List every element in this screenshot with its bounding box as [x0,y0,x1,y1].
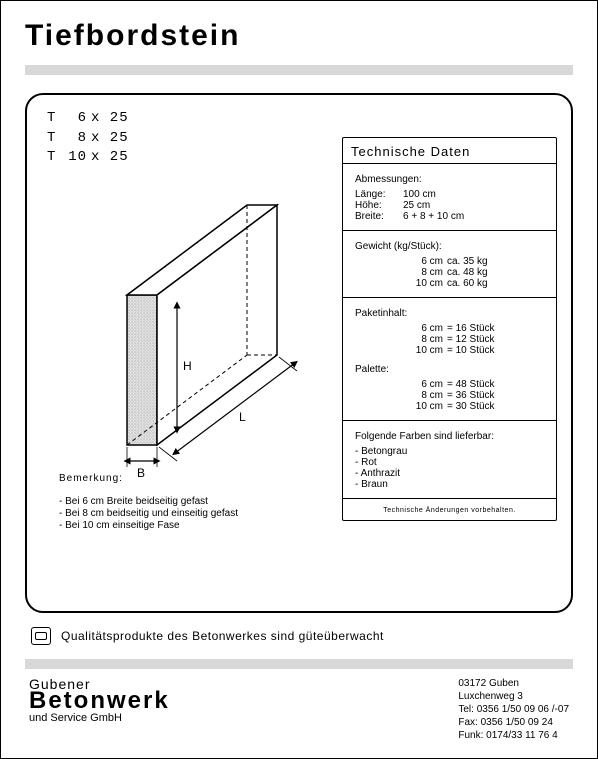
section-head: Abmessungen: [355,174,546,185]
size-prefix: T [47,109,67,129]
remark-title: Bemerkung: [59,473,359,484]
section-head: Palette: [355,364,546,375]
kv-val: = 16 Stück [447,323,495,334]
company-block: Gubener Betonwerk und Service GmbH [29,677,170,742]
kv-val: 100 cm [403,189,436,200]
kv-row: 8 cm= 12 Stück [355,334,546,345]
color-name: Braun [361,479,388,490]
section-head: Paketinhalt: [355,308,546,319]
size-rest: x 25 [87,109,129,129]
remark-block: Bemerkung: - Bei 6 cm Breite beidseitig … [59,473,359,531]
kv-key: 8 cm [403,334,447,345]
color-item: - Anthrazit [355,468,546,479]
kv-key: 6 cm [403,323,447,334]
kv-key: 8 cm [403,267,447,278]
divider-top [25,65,573,75]
kv-key: 10 cm [403,401,447,412]
kv-val: = 48 Stück [447,379,495,390]
section-head: Gewicht (kg/Stück): [355,241,546,252]
size-prefix: T [47,129,67,149]
dim-l-label: L [239,410,246,424]
remark-line: - Bei 8 cm beidseitig und einseitig gefa… [59,508,359,519]
datasheet-page: Tiefbordstein T 6 x 25 T 8 x 25 T 10 x 2… [0,0,598,759]
kv-val: 6 + 8 + 10 cm [403,211,464,222]
product-diagram: B H L [47,165,347,485]
kv-row: Breite:6 + 8 + 10 cm [355,211,546,222]
tech-colors: Folgende Farben sind lieferbar: - Betong… [343,421,556,499]
kv-key: Breite: [355,211,403,222]
color-name: Betongrau [361,446,407,457]
addr-line: Luxchenweg 3 [458,690,569,703]
kv-row: 10 cmca. 60 kg [355,278,546,289]
quality-mark-icon [31,627,51,645]
tech-footnote: Technische Änderungen vorbehalten. [343,499,556,520]
company-line3: und Service GmbH [29,713,170,724]
kv-row: Länge:100 cm [355,189,546,200]
kv-row: 6 cm= 48 Stück [355,379,546,390]
kv-row: 6 cmca. 35 kg [355,256,546,267]
quality-row: Qualitätsprodukte des Betonwerkes sind g… [31,627,573,645]
kv-row: Höhe:25 cm [355,200,546,211]
kv-row: 8 cmca. 48 kg [355,267,546,278]
company-line2: Betonwerk [29,689,170,713]
tech-title: Technische Daten [343,138,556,164]
addr-line: Funk: 0174/33 11 76 4 [458,729,569,742]
divider-bottom [25,659,573,669]
color-name: Rot [361,457,377,468]
tech-dimensions: Abmessungen: Länge:100 cm Höhe:25 cm Bre… [343,164,556,231]
kv-val: = 36 Stück [447,390,495,401]
kv-key: 8 cm [403,390,447,401]
color-name: Anthrazit [361,468,400,479]
dim-h-label: H [183,359,192,373]
tech-data-panel: Technische Daten Abmessungen: Länge:100 … [342,137,557,521]
kv-row: 10 cm= 30 Stück [355,401,546,412]
kv-key: Höhe: [355,200,403,211]
kv-key: 6 cm [403,379,447,390]
page-title: Tiefbordstein [25,19,573,53]
kv-key: 10 cm [403,278,447,289]
kv-val: ca. 48 kg [447,267,488,278]
color-item: - Rot [355,457,546,468]
quality-text: Qualitätsprodukte des Betonwerkes sind g… [61,629,384,643]
size-num: 8 [67,129,87,149]
size-rest: x 25 [87,129,129,149]
kv-val: 25 cm [403,200,430,211]
size-row: T 6 x 25 [47,109,557,129]
footer: Gubener Betonwerk und Service GmbH 03172… [25,677,573,742]
kv-key: 10 cm [403,345,447,356]
addr-line: 03172 Guben [458,677,569,690]
kv-val: = 12 Stück [447,334,495,345]
color-item: - Braun [355,479,546,490]
kv-key: 6 cm [403,256,447,267]
kv-val: ca. 35 kg [447,256,488,267]
addr-line: Tel: 0356 1/50 09 06 /-07 [458,703,569,716]
kv-row: 10 cm= 10 Stück [355,345,546,356]
kv-key: Länge: [355,189,403,200]
tech-paket-palette: Paketinhalt: 6 cm= 16 Stück 8 cm= 12 Stü… [343,298,556,421]
kv-val: = 10 Stück [447,345,495,356]
kv-val: = 30 Stück [447,401,495,412]
addr-line: Fax: 0356 1/50 09 24 [458,716,569,729]
main-card: T 6 x 25 T 8 x 25 T 10 x 25 [25,93,573,613]
remark-line: - Bei 6 cm Breite beidseitig gefast [59,496,359,507]
color-item: - Betongrau [355,446,546,457]
tech-weight: Gewicht (kg/Stück): 6 cmca. 35 kg 8 cmca… [343,231,556,298]
kv-val: ca. 60 kg [447,278,488,289]
size-num: 6 [67,109,87,129]
kv-row: 6 cm= 16 Stück [355,323,546,334]
address-block: 03172 Guben Luxchenweg 3 Tel: 0356 1/50 … [458,677,569,742]
remark-line: - Bei 10 cm einseitige Fase [59,520,359,531]
curbstone-svg: B H L [47,165,347,485]
section-head: Folgende Farben sind lieferbar: [355,431,546,442]
kv-row: 8 cm= 36 Stück [355,390,546,401]
